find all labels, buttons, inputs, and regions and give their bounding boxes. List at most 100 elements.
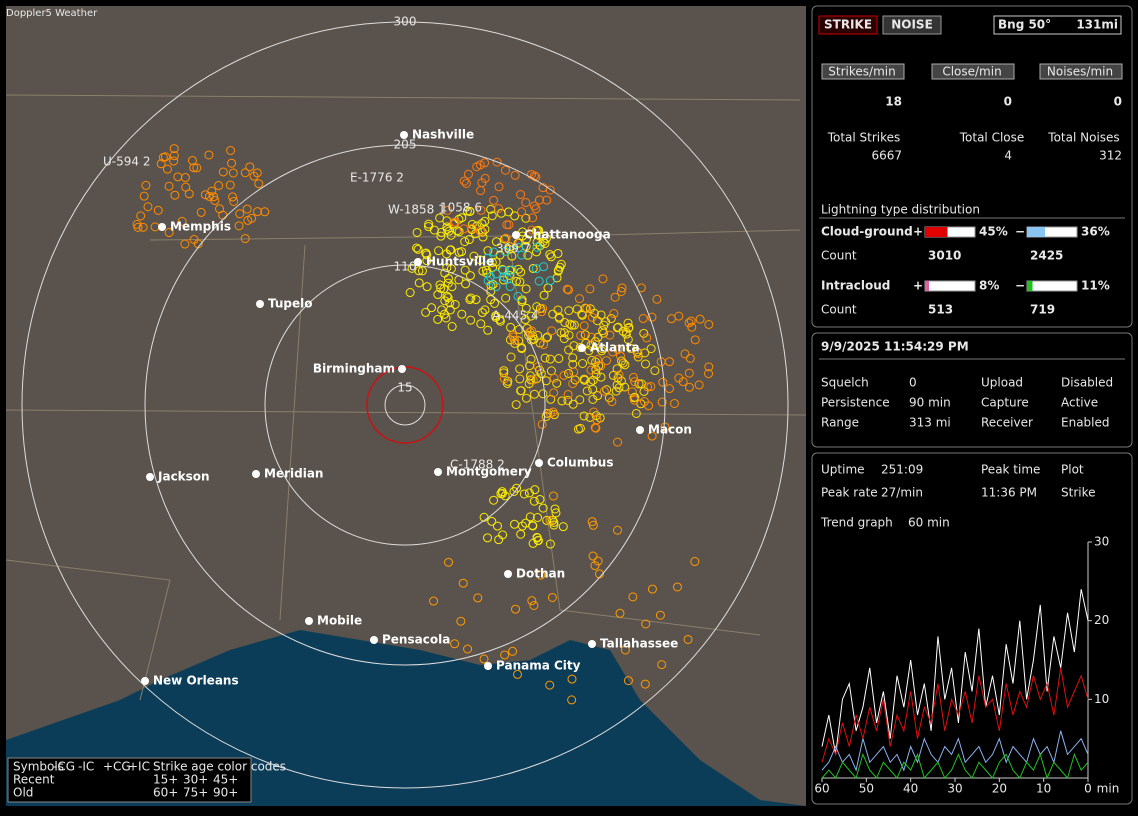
ring-label: 15 xyxy=(397,381,412,395)
strike-symbol xyxy=(536,570,546,580)
strike-symbol xyxy=(628,592,638,602)
strike-symbol xyxy=(136,211,146,221)
strike-symbol xyxy=(569,367,579,377)
strike-symbol xyxy=(704,362,714,372)
strike-symbol xyxy=(481,265,491,275)
distance: 131mi xyxy=(1076,18,1118,32)
count-label: Count xyxy=(821,303,857,317)
strike-symbol xyxy=(564,369,574,379)
total-label: Total Noises xyxy=(1047,131,1119,145)
strike-symbol xyxy=(608,347,618,357)
button[interactable] xyxy=(882,15,942,35)
strike-symbol xyxy=(407,263,417,273)
strike-symbol xyxy=(596,361,606,371)
strike-symbol xyxy=(519,489,529,499)
strike-symbol xyxy=(623,676,633,686)
strike-symbol xyxy=(531,204,541,214)
strike-symbol xyxy=(440,296,450,306)
rate-header-label: Noises/min xyxy=(1047,65,1113,79)
strike-symbol xyxy=(412,227,422,237)
age-code: 75+ xyxy=(183,786,208,800)
strike-symbol xyxy=(509,486,519,496)
strike-symbol xyxy=(593,556,603,566)
city-label: Panama City xyxy=(496,659,581,673)
setting: Upload xyxy=(981,376,1023,390)
strike-symbol xyxy=(574,294,584,304)
strike-symbol xyxy=(627,387,637,397)
strike-symbol xyxy=(620,360,630,370)
strike-symbol xyxy=(596,372,606,382)
strike-symbol xyxy=(477,308,487,318)
trend-line xyxy=(821,589,1089,755)
strike-symbol xyxy=(462,206,472,216)
strike-symbol xyxy=(523,250,533,260)
strike-symbol xyxy=(608,370,618,380)
type-name: Cloud-ground xyxy=(821,225,913,239)
ring-label: 300 xyxy=(394,15,417,29)
panel xyxy=(811,5,1133,328)
strike-symbol xyxy=(218,167,228,177)
strike-annotation: C-1788 2 xyxy=(450,458,505,472)
strike-symbol xyxy=(489,495,499,505)
strike-symbol xyxy=(647,584,657,594)
strike-symbol xyxy=(143,202,153,212)
strike-symbol xyxy=(461,178,471,188)
strike-symbol xyxy=(454,227,464,237)
strike-symbol xyxy=(646,382,656,392)
strike-annotation: A-445 4 xyxy=(492,309,539,323)
strike-symbol xyxy=(531,264,541,274)
strike-symbol xyxy=(436,283,446,293)
panel xyxy=(811,332,1133,448)
strike-symbol xyxy=(539,340,549,350)
strike-symbol xyxy=(579,411,589,421)
strike-symbol xyxy=(514,243,524,253)
strike-symbol xyxy=(564,306,574,316)
strike-symbol xyxy=(433,314,443,324)
strike-symbol xyxy=(228,168,238,178)
city-dot xyxy=(256,300,264,308)
strike-symbol xyxy=(605,330,615,340)
rate-value: 0 xyxy=(1004,95,1012,109)
city-dot xyxy=(370,636,378,644)
strike-symbol xyxy=(646,344,656,354)
strike-symbol xyxy=(508,332,518,342)
strike-symbol xyxy=(510,170,520,180)
strike-symbol xyxy=(582,386,592,396)
ring-label: 110 xyxy=(394,260,417,274)
strike-symbol xyxy=(177,216,187,226)
strike-symbol xyxy=(568,399,578,409)
strike-symbol xyxy=(433,290,443,300)
strike-symbol xyxy=(501,233,511,243)
city-dot xyxy=(305,617,313,625)
strike-symbol xyxy=(414,266,424,276)
city-label: Montgomery xyxy=(446,465,532,479)
strike-symbol xyxy=(588,375,598,385)
button[interactable] xyxy=(818,15,878,35)
stat: 11:36 PM xyxy=(981,486,1037,500)
strike-symbol xyxy=(173,172,183,182)
city-dot xyxy=(588,640,596,648)
strike-symbol xyxy=(528,213,538,223)
strike-symbol xyxy=(686,316,696,326)
strike-symbol xyxy=(477,227,487,237)
trend-line xyxy=(821,667,1089,763)
city-label: Mobile xyxy=(317,614,362,628)
legend-label: Old xyxy=(13,786,33,800)
strike-symbol xyxy=(475,160,485,170)
strike-symbol xyxy=(467,219,477,229)
strike-symbol xyxy=(209,192,219,202)
strike-symbol xyxy=(525,327,535,337)
strike-symbol xyxy=(650,366,660,376)
strike-symbol xyxy=(497,487,507,497)
bearing-box xyxy=(993,15,1122,35)
strike-symbol xyxy=(511,276,521,286)
legend-label: Recent xyxy=(13,773,55,787)
strike-symbol xyxy=(487,211,497,221)
strike-symbol xyxy=(640,679,650,689)
strike-symbol xyxy=(445,305,455,315)
section-title: Lightning type distribution xyxy=(821,203,980,217)
trend-label: Trend graph xyxy=(820,516,893,530)
strike-symbol xyxy=(632,347,642,357)
strike-symbol xyxy=(530,485,540,495)
x-tick-label: 0 xyxy=(1084,782,1092,796)
